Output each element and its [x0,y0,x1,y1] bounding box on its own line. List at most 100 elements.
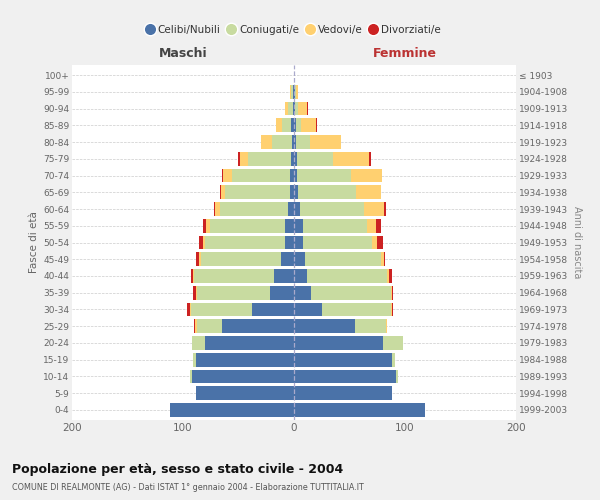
Bar [376,219,380,232]
Bar [193,286,196,300]
Bar [196,386,294,400]
Bar [298,168,350,182]
Bar [364,202,384,216]
Bar [199,236,203,250]
Bar [197,320,222,333]
Bar [220,186,221,199]
Bar [276,118,282,132]
Bar [272,135,292,149]
Bar [294,219,303,232]
Bar [316,118,317,132]
Bar [191,302,252,316]
Bar [294,236,303,250]
Bar [260,135,272,149]
Bar [298,186,356,199]
Bar [289,202,294,216]
Bar [303,219,367,232]
Bar [294,286,311,300]
Bar [294,370,396,384]
Text: Maschi: Maschi [158,47,208,60]
Text: Popolazione per età, sesso e stato civile - 2004: Popolazione per età, sesso e stato civil… [12,462,343,475]
Bar [356,186,380,199]
Bar [221,186,225,199]
Bar [222,320,294,333]
Bar [290,186,294,199]
Bar [193,269,194,283]
Bar [239,152,248,166]
Bar [215,202,220,216]
Bar [294,118,296,132]
Bar [307,269,387,283]
Bar [310,135,341,149]
Bar [322,302,391,316]
Bar [294,168,298,182]
Bar [391,286,392,300]
Bar [205,236,285,250]
Bar [290,168,294,182]
Bar [190,302,191,316]
Bar [307,102,308,116]
Bar [282,118,290,132]
Bar [295,102,298,116]
Bar [386,320,387,333]
Bar [192,370,294,384]
Bar [274,269,294,283]
Bar [350,168,382,182]
Y-axis label: Anni di nascita: Anni di nascita [572,206,582,279]
Bar [252,302,294,316]
Bar [194,320,195,333]
Bar [294,135,296,149]
Bar [294,186,298,199]
Bar [232,168,290,182]
Bar [294,202,299,216]
Bar [290,152,294,166]
Bar [285,219,294,232]
Bar [384,252,385,266]
Legend: Celibi/Nubili, Coniugati/e, Vedovi/e, Divorziati/e: Celibi/Nubili, Coniugati/e, Vedovi/e, Di… [143,20,445,39]
Text: Femmine: Femmine [373,47,437,60]
Bar [293,85,294,98]
Bar [387,269,389,283]
Bar [296,85,298,98]
Bar [396,370,398,384]
Bar [201,252,281,266]
Bar [220,202,289,216]
Text: COMUNE DI REALMONTE (AG) - Dati ISTAT 1° gennaio 2004 - Elaborazione TUTTITALIA.: COMUNE DI REALMONTE (AG) - Dati ISTAT 1°… [12,484,364,492]
Bar [294,252,305,266]
Bar [195,320,197,333]
Bar [203,236,205,250]
Bar [377,236,383,250]
Bar [298,102,307,116]
Bar [281,252,294,266]
Bar [392,286,393,300]
Bar [372,236,377,250]
Bar [294,336,383,350]
Bar [367,219,376,232]
Bar [294,152,298,166]
Bar [294,85,295,98]
Bar [223,168,232,182]
Bar [214,202,215,216]
Bar [294,102,295,116]
Bar [225,186,290,199]
Bar [289,102,293,116]
Bar [203,219,206,232]
Bar [187,302,190,316]
Bar [298,152,333,166]
Bar [294,403,425,417]
Bar [294,302,322,316]
Bar [190,370,192,384]
Bar [296,135,310,149]
Bar [295,85,296,98]
Bar [333,152,370,166]
Bar [222,168,223,182]
Bar [355,320,386,333]
Bar [196,252,199,266]
Bar [303,236,372,250]
Bar [238,152,239,166]
Bar [294,386,392,400]
Bar [191,269,193,283]
Bar [209,219,285,232]
Bar [384,202,386,216]
Bar [170,403,294,417]
